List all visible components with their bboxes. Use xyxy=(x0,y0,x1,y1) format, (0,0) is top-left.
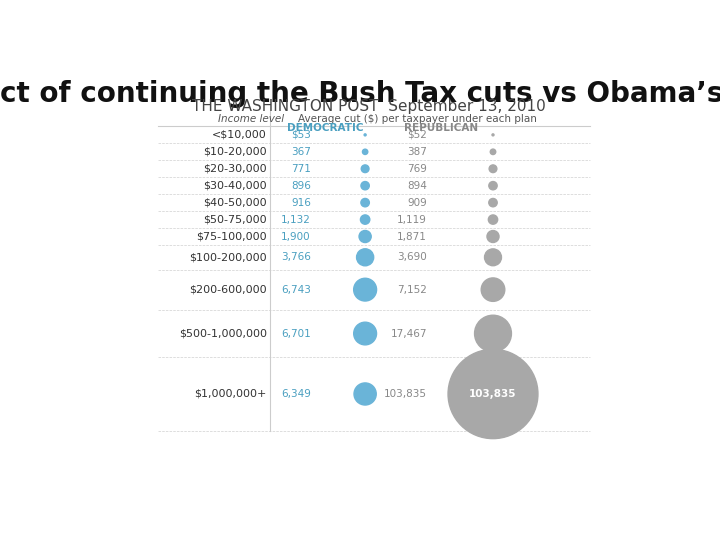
Text: 6,701: 6,701 xyxy=(281,328,311,339)
Circle shape xyxy=(361,181,369,190)
Circle shape xyxy=(354,322,377,345)
Text: 771: 771 xyxy=(291,164,311,174)
Text: $1,000,000+: $1,000,000+ xyxy=(194,389,266,399)
Circle shape xyxy=(448,349,538,438)
Text: 103,835: 103,835 xyxy=(469,389,517,399)
Circle shape xyxy=(361,215,370,224)
Text: $52: $52 xyxy=(408,130,427,140)
Text: 17,467: 17,467 xyxy=(391,328,427,339)
Text: $53: $53 xyxy=(291,130,311,140)
Circle shape xyxy=(485,249,501,266)
Text: 1,132: 1,132 xyxy=(281,214,311,225)
Circle shape xyxy=(488,215,498,224)
Text: $75-100,000: $75-100,000 xyxy=(196,232,266,241)
Text: 916: 916 xyxy=(291,198,311,207)
Text: $20-30,000: $20-30,000 xyxy=(203,164,266,174)
Circle shape xyxy=(359,231,372,242)
Text: DEMOCRATIC: DEMOCRATIC xyxy=(287,123,363,132)
Text: $50-75,000: $50-75,000 xyxy=(203,214,266,225)
Circle shape xyxy=(356,249,374,266)
Circle shape xyxy=(364,134,366,136)
Text: 6,349: 6,349 xyxy=(281,389,311,399)
Circle shape xyxy=(489,199,498,207)
Text: 387: 387 xyxy=(408,147,427,157)
Text: <$10,000: <$10,000 xyxy=(212,130,266,140)
Circle shape xyxy=(354,383,377,405)
Text: $10-20,000: $10-20,000 xyxy=(203,147,266,157)
Text: THE WASHINGTON POST  September 13, 2010: THE WASHINGTON POST September 13, 2010 xyxy=(192,99,546,114)
Text: Average cut ($) per taxpayer under each plan: Average cut ($) per taxpayer under each … xyxy=(298,114,537,124)
Text: 3,690: 3,690 xyxy=(397,252,427,262)
Circle shape xyxy=(489,165,497,173)
Text: $500-1,000,000: $500-1,000,000 xyxy=(179,328,266,339)
Text: 769: 769 xyxy=(408,164,427,174)
Text: 7,152: 7,152 xyxy=(397,285,427,295)
Text: Income level: Income level xyxy=(218,114,284,124)
Text: $200-600,000: $200-600,000 xyxy=(189,285,266,295)
Text: 1,119: 1,119 xyxy=(397,214,427,225)
Circle shape xyxy=(492,134,494,136)
Text: $40-50,000: $40-50,000 xyxy=(203,198,266,207)
Text: 103,835: 103,835 xyxy=(384,389,427,399)
Circle shape xyxy=(354,278,377,301)
Text: REPUBLICAN: REPUBLICAN xyxy=(404,123,478,132)
Circle shape xyxy=(361,165,369,173)
Text: 1,900: 1,900 xyxy=(282,232,311,241)
Text: 3,766: 3,766 xyxy=(281,252,311,262)
Text: 367: 367 xyxy=(291,147,311,157)
Text: $30-40,000: $30-40,000 xyxy=(203,181,266,191)
Circle shape xyxy=(490,149,496,154)
Text: 894: 894 xyxy=(408,181,427,191)
Text: 896: 896 xyxy=(291,181,311,191)
Circle shape xyxy=(474,315,511,352)
Circle shape xyxy=(362,149,368,154)
Circle shape xyxy=(487,231,499,242)
Text: $100-200,000: $100-200,000 xyxy=(189,252,266,262)
Text: 909: 909 xyxy=(408,198,427,207)
Text: 1,871: 1,871 xyxy=(397,232,427,241)
Circle shape xyxy=(481,278,505,301)
Text: 6,743: 6,743 xyxy=(281,285,311,295)
Text: Effect of continuing the Bush Tax cuts vs Obama’s plan: Effect of continuing the Bush Tax cuts v… xyxy=(0,80,720,108)
Circle shape xyxy=(489,181,498,190)
Circle shape xyxy=(361,198,369,207)
